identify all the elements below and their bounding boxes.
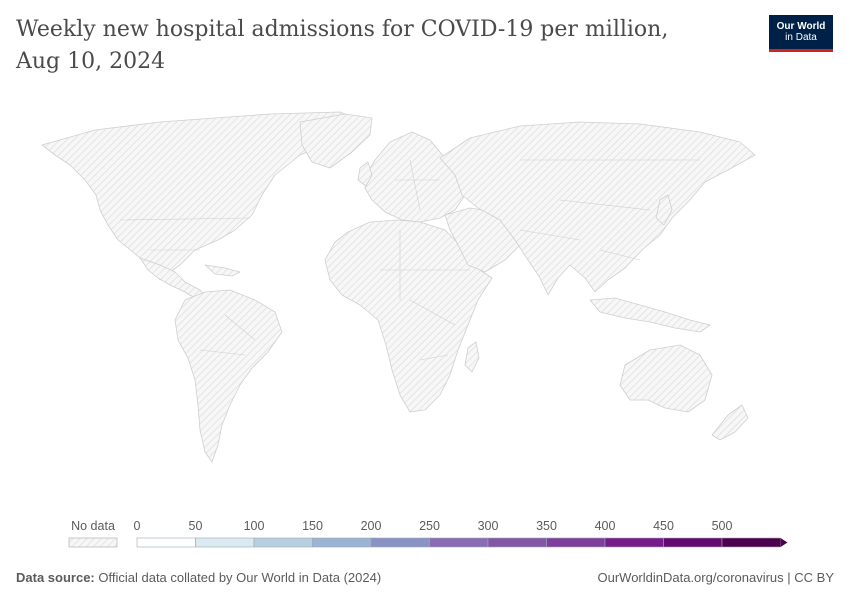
border-lines <box>119 159 700 361</box>
legend-bin-6[interactable] <box>487 537 547 548</box>
legend-bin-0[interactable] <box>136 537 196 548</box>
chart-title: Weekly new hospital admissions for COVID… <box>16 17 669 74</box>
legend-bin-7[interactable] <box>546 537 606 548</box>
legend-tick-label: 200 <box>361 519 382 533</box>
legend-tick-label: 50 <box>189 519 203 533</box>
legend-bin-2[interactable] <box>253 537 313 548</box>
legend-bin-10[interactable] <box>721 537 781 548</box>
region-new-zealand[interactable] <box>711 404 749 441</box>
region-madagascar[interactable] <box>464 341 480 373</box>
legend-tick-label: 500 <box>712 519 733 533</box>
world-map[interactable] <box>0 100 850 480</box>
legend-tick-label: 150 <box>302 519 323 533</box>
color-legend: No data 0 50 100 150 200 250 300 350 400 450 500 <box>68 519 788 548</box>
owid-logo[interactable]: Our World in Data <box>769 15 833 52</box>
legend-tick-label: 0 <box>134 519 141 533</box>
legend-bin-5[interactable] <box>429 537 489 548</box>
legend-tick-label: 250 <box>419 519 440 533</box>
region-caribbean[interactable] <box>204 264 241 277</box>
logo-line-2: in Data <box>785 32 817 43</box>
region-africa[interactable] <box>324 219 493 413</box>
legend-bin-4[interactable] <box>370 537 430 548</box>
region-australia[interactable] <box>619 344 713 413</box>
region-asia[interactable] <box>439 121 756 296</box>
legend-arrow-icon <box>780 538 788 547</box>
footer-link[interactable]: OurWorldinData.org/coronavirus | CC BY <box>597 570 834 585</box>
chart-footer: Data source: Official data collated by O… <box>16 570 834 585</box>
legend-no-data-label: No data <box>71 519 115 533</box>
legend-bin-3[interactable] <box>312 537 372 548</box>
region-southeast-asia[interactable] <box>589 297 711 333</box>
legend-bin-1[interactable] <box>195 537 255 548</box>
region-japan[interactable] <box>655 194 673 226</box>
region-europe[interactable] <box>364 131 466 223</box>
legend-no-data-swatch <box>68 537 118 548</box>
source-text: Official data collated by Our World in D… <box>98 570 382 585</box>
region-greenland[interactable] <box>299 113 373 169</box>
legend-tick-label: 100 <box>244 519 265 533</box>
legend-tick-label: 300 <box>478 519 499 533</box>
legend-tick-label: 450 <box>653 519 674 533</box>
region-uk[interactable] <box>357 161 373 187</box>
logo-line-1: Our World <box>776 21 826 32</box>
region-south-america[interactable] <box>174 289 283 463</box>
source-label: Data source: <box>16 570 95 585</box>
legend-tick-label: 400 <box>595 519 616 533</box>
legend-bin-9[interactable] <box>663 537 723 548</box>
legend-bin-8[interactable] <box>604 537 664 548</box>
legend-tick-label: 350 <box>536 519 557 533</box>
